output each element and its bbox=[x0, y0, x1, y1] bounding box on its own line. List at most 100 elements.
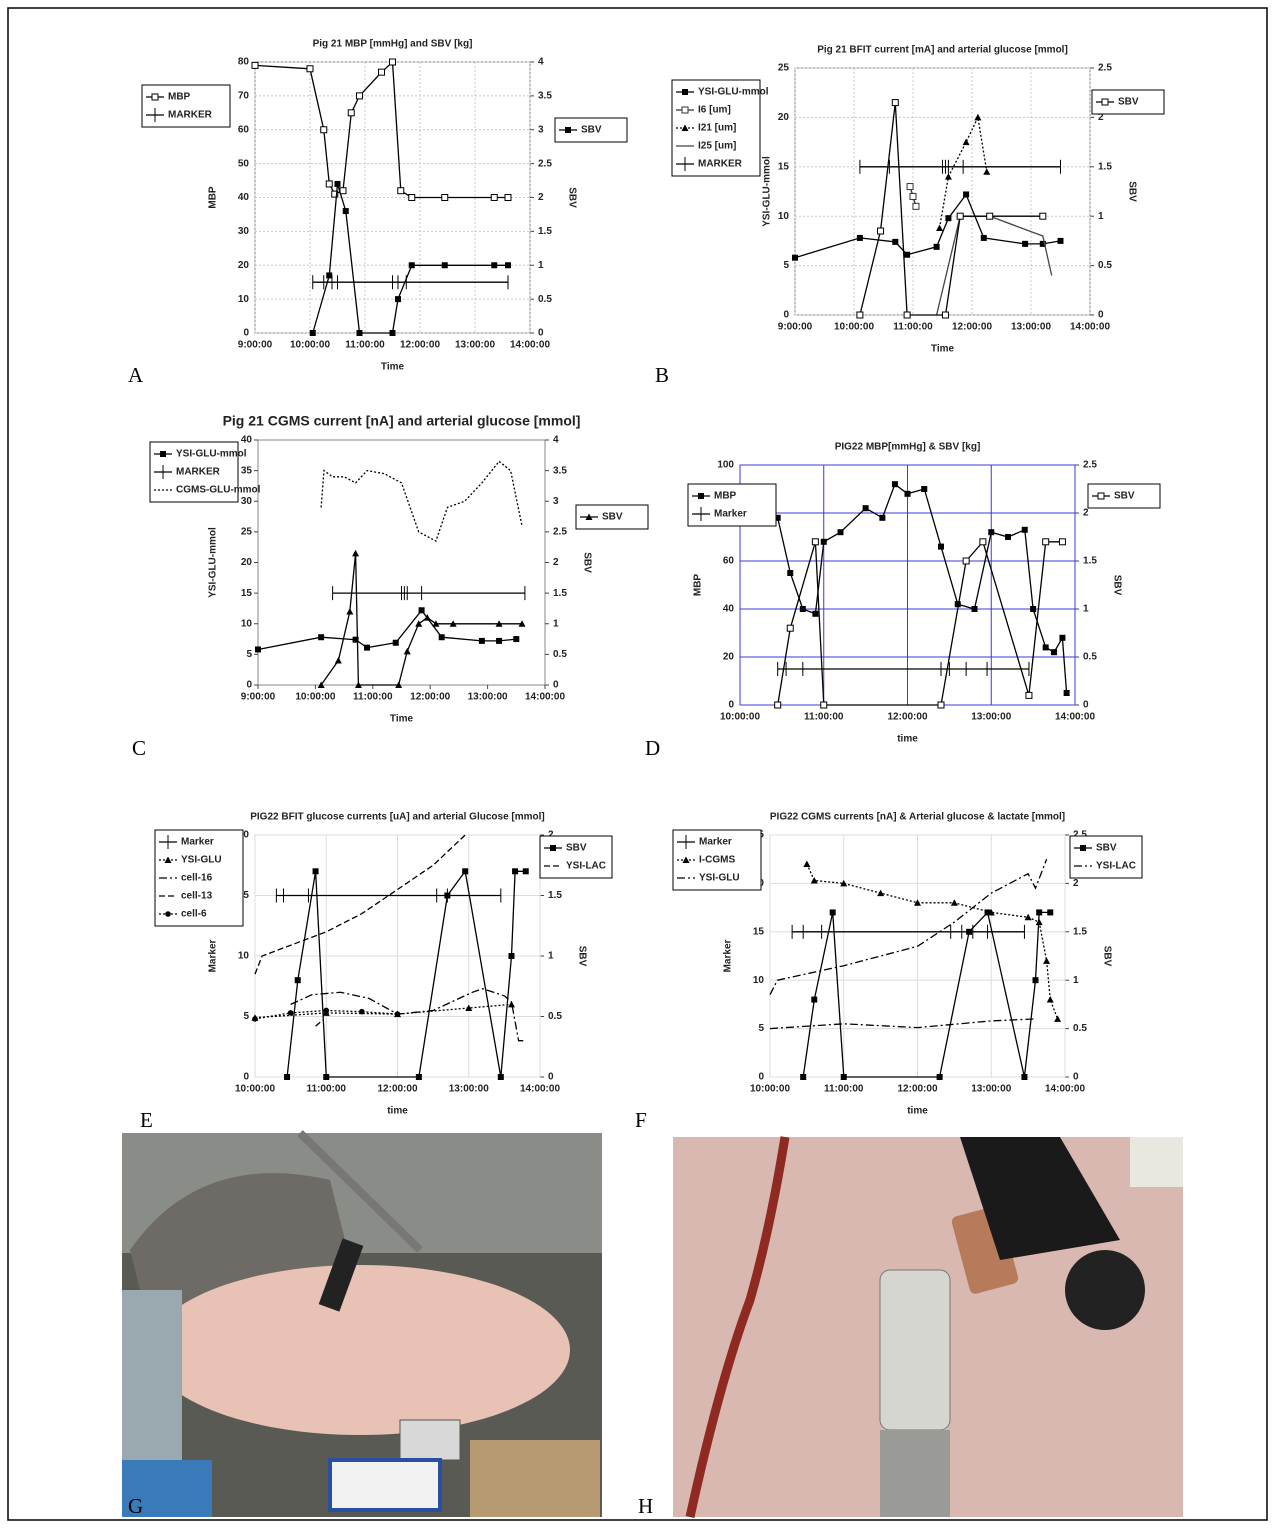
y-tick-label: 25 bbox=[778, 63, 790, 74]
x-tick-label: 12:00:00 bbox=[377, 1084, 417, 1095]
chart: 0102030405060708000.511.522.533.549:00:0… bbox=[128, 39, 627, 387]
legend-label: MBP bbox=[714, 491, 737, 502]
chart-title: PIG22 MBP[mmHg] & SBV [kg] bbox=[835, 442, 981, 453]
plot-area bbox=[795, 68, 1090, 315]
point bbox=[1064, 690, 1070, 696]
y-tick-label: 10 bbox=[238, 951, 250, 962]
x-tick-label: 14:00:00 bbox=[1045, 1084, 1085, 1095]
legend-label: I6 [um] bbox=[698, 105, 731, 116]
y-tick-label: 5 bbox=[783, 260, 789, 271]
y-tick-label: 10 bbox=[778, 211, 790, 222]
y2-axis-label: SBV bbox=[1126, 181, 1137, 202]
legend-label: YSI-LAC bbox=[566, 861, 606, 872]
point bbox=[841, 1074, 847, 1080]
y2-tick-label: 1.5 bbox=[553, 588, 567, 599]
point bbox=[787, 570, 793, 576]
y-tick-label: 0 bbox=[728, 700, 734, 711]
point bbox=[491, 262, 497, 268]
legend-label: SBV bbox=[1096, 843, 1117, 854]
point bbox=[165, 911, 171, 917]
y2-tick-label: 0.5 bbox=[1083, 652, 1097, 663]
y2-tick-label: 1.5 bbox=[1083, 556, 1097, 567]
legend: SBVYSI-LAC bbox=[1070, 836, 1142, 878]
y2-tick-label: 1 bbox=[548, 951, 554, 962]
y-tick-label: 0 bbox=[243, 1072, 249, 1083]
point bbox=[512, 868, 518, 874]
point bbox=[934, 244, 940, 250]
point bbox=[921, 486, 927, 492]
point bbox=[1098, 493, 1104, 499]
point bbox=[942, 312, 948, 318]
legend-label: SBV bbox=[1114, 491, 1135, 502]
point bbox=[295, 977, 301, 983]
y-tick-label: 0 bbox=[783, 310, 789, 321]
point bbox=[509, 953, 515, 959]
point bbox=[1022, 527, 1028, 533]
point bbox=[343, 208, 349, 214]
x-tick-label: 14:00:00 bbox=[1070, 322, 1110, 333]
point bbox=[326, 181, 332, 187]
y2-tick-label: 3.5 bbox=[538, 91, 552, 102]
y2-axis-label: SBV bbox=[566, 187, 577, 208]
y2-tick-label: 1.5 bbox=[548, 890, 562, 901]
point bbox=[811, 997, 817, 1003]
point bbox=[409, 262, 415, 268]
point bbox=[364, 645, 370, 651]
x-tick-label: 14:00:00 bbox=[510, 340, 550, 351]
y2-tick-label: 2 bbox=[1073, 878, 1079, 889]
legend: SBV bbox=[1092, 90, 1164, 114]
x-tick-label: 10:00:00 bbox=[295, 692, 335, 703]
chart-title: PIG22 BFIT glucose currents [uA] and art… bbox=[250, 812, 545, 823]
legend-label: SBV bbox=[581, 125, 602, 136]
point bbox=[987, 213, 993, 219]
chart-title: Pig 21 MBP [mmHg] and SBV [kg] bbox=[313, 39, 473, 50]
point bbox=[152, 94, 158, 100]
legend-label: YSI-GLU-mmol bbox=[176, 449, 247, 460]
x-tick-label: 9:00:00 bbox=[238, 340, 273, 351]
point bbox=[550, 845, 556, 851]
x-tick-label: 12:00:00 bbox=[887, 712, 927, 723]
y-tick-label: 10 bbox=[241, 618, 253, 629]
legend-label: CGMS-GLU-mmol bbox=[176, 485, 261, 496]
y2-tick-label: 1 bbox=[553, 618, 559, 629]
point bbox=[321, 127, 327, 133]
y-tick-label: 40 bbox=[723, 604, 735, 615]
legend-label: SBV bbox=[602, 512, 623, 523]
y-tick-label: 20 bbox=[723, 652, 735, 663]
point bbox=[252, 1016, 258, 1022]
point bbox=[904, 252, 910, 258]
point bbox=[821, 539, 827, 545]
legend-label: MARKER bbox=[176, 467, 221, 478]
point bbox=[357, 330, 363, 336]
panel-label: E bbox=[140, 1108, 153, 1132]
legend-label: Marker bbox=[699, 837, 732, 848]
panel-label: H bbox=[638, 1494, 653, 1518]
legend-label: I-CGMS bbox=[699, 855, 735, 866]
point bbox=[830, 909, 836, 915]
point bbox=[491, 195, 497, 201]
figure: G H 0102030405060708000.511.522.533.549:… bbox=[0, 0, 1275, 1526]
point bbox=[357, 93, 363, 99]
point bbox=[878, 228, 884, 234]
y2-tick-label: 4 bbox=[538, 57, 544, 68]
x-tick-label: 14:00:00 bbox=[520, 1084, 560, 1095]
x-tick-label: 14:00:00 bbox=[1055, 712, 1095, 723]
x-axis-label: time bbox=[907, 1106, 928, 1117]
x-tick-label: 10:00:00 bbox=[834, 322, 874, 333]
x-axis-label: Time bbox=[931, 344, 955, 355]
photo-connector bbox=[880, 1430, 950, 1517]
chart: 051015202500.511.522.510:00:0011:00:0012… bbox=[635, 812, 1142, 1132]
x-tick-label: 13:00:00 bbox=[449, 1084, 489, 1095]
point bbox=[904, 312, 910, 318]
point bbox=[498, 1074, 504, 1080]
point bbox=[1043, 539, 1049, 545]
point bbox=[1033, 977, 1039, 983]
point bbox=[323, 1074, 329, 1080]
point bbox=[395, 296, 401, 302]
y-tick-label: 5 bbox=[246, 649, 252, 660]
y2-tick-label: 1 bbox=[1073, 975, 1079, 986]
point bbox=[938, 544, 944, 550]
